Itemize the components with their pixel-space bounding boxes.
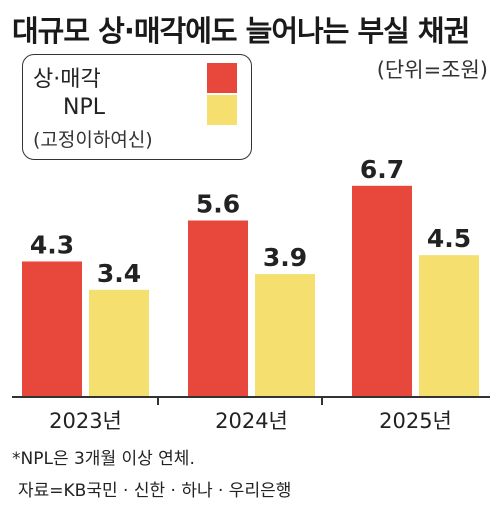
data-label-series1-2: 6.7 [360, 155, 404, 184]
bar-series2-0 [89, 289, 149, 397]
data-label-series2-0: 3.4 [97, 259, 141, 288]
legend-item-series1: 상·매각 [33, 61, 101, 93]
legend-sublabel-series2: (고정이하여신) [33, 129, 153, 151]
bar-series2-1 [255, 274, 315, 397]
bar-series2-2 [419, 255, 479, 397]
x-tick-label-2: 2025년 [379, 409, 452, 433]
legend-swatch-series2 [207, 95, 237, 125]
data-label-series1-1: 5.6 [196, 189, 240, 218]
data-label-series1-0: 4.3 [30, 230, 74, 259]
legend-label-series2: NPL [63, 95, 105, 120]
data-label-series2-2: 4.5 [427, 224, 471, 253]
legend-label-series1: 상·매각 [33, 67, 101, 92]
x-tick-label-1: 2024년 [215, 409, 288, 433]
legend-item-series2: NPL [63, 95, 105, 120]
bar-series1-0 [22, 261, 82, 397]
chart-title: 대규모 상·매각에도 늘어나는 부실 채권 [12, 14, 470, 48]
x-tick-label-0: 2023년 [49, 409, 122, 433]
bar-series1-1 [188, 220, 248, 397]
source-note: 자료=KB국민 · 신한 · 하나 · 우리은행 [18, 481, 292, 501]
footnote: *NPL은 3개월 이상 연체. [12, 449, 195, 469]
bar-series1-2 [352, 185, 412, 397]
legend: 상·매각 NPL (고정이하여신) [22, 54, 252, 160]
legend-swatch-series1 [207, 63, 237, 93]
unit-label: (단위=조원) [376, 58, 488, 82]
data-label-series2-1: 3.9 [263, 243, 307, 272]
